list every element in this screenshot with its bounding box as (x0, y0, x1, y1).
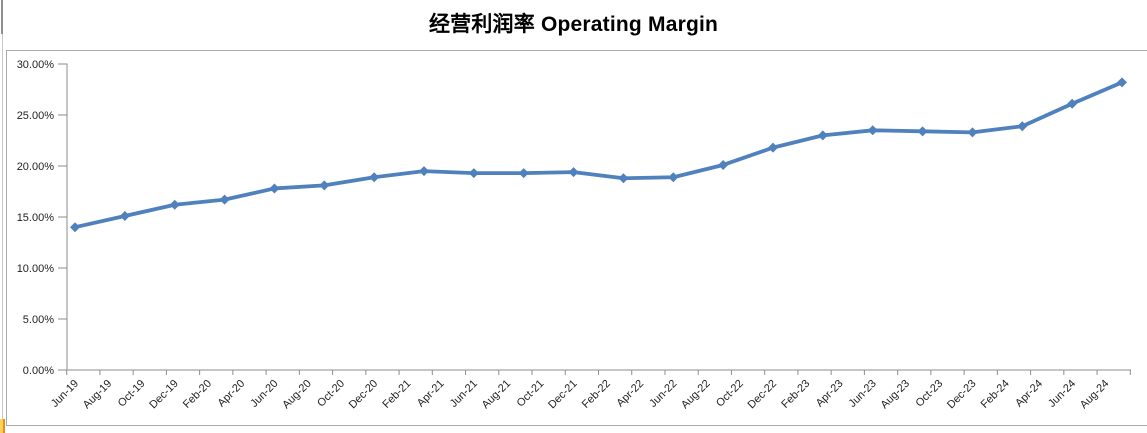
x-axis-label: Aug-22 (679, 378, 713, 412)
x-axis-label: Aug-20 (280, 378, 314, 412)
data-point-marker (718, 159, 729, 170)
data-point-marker (618, 173, 629, 184)
data-point-marker (568, 167, 579, 178)
x-axis-label: Oct-22 (714, 378, 746, 410)
data-point-marker (468, 168, 479, 179)
data-point-marker (817, 130, 828, 141)
spreadsheet-gridline (2, 0, 3, 433)
x-axis-label: Dec-22 (746, 378, 780, 412)
x-axis-label: Apr-23 (814, 378, 846, 410)
x-axis-label: Jun-23 (847, 378, 879, 410)
chart-container[interactable] (6, 50, 1147, 426)
y-axis-label: 30.00% (17, 59, 55, 71)
data-point-marker (369, 172, 380, 183)
x-axis-label: Feb-20 (181, 378, 214, 411)
x-axis-label: Jun-20 (248, 378, 280, 410)
x-axis-label: Oct-19 (116, 378, 148, 410)
x-axis-label: Dec-20 (347, 378, 381, 412)
chart-title: 经营利润率 Operating Margin (428, 13, 719, 36)
y-axis-label: 25.00% (17, 110, 55, 122)
x-axis-label: Oct-21 (515, 378, 547, 410)
x-axis-label: Oct-20 (315, 378, 347, 410)
data-point-marker (1067, 98, 1078, 109)
x-axis-label: Feb-23 (779, 378, 812, 411)
data-point-marker (668, 172, 679, 183)
y-axis-label: 0.00% (23, 365, 54, 377)
x-axis-label: Jun-19 (49, 378, 81, 410)
x-axis-label: Aug-24 (1078, 378, 1112, 412)
data-point-marker (768, 142, 778, 153)
data-point-marker (518, 168, 529, 179)
x-axis-label: Feb-22 (580, 378, 613, 411)
x-axis-label: Apr-20 (215, 378, 247, 410)
data-point-marker (867, 125, 878, 136)
x-axis-label: Apr-22 (614, 378, 646, 410)
x-axis-label: Aug-19 (81, 378, 115, 412)
data-point-marker (1117, 77, 1127, 88)
x-axis-label: Dec-19 (147, 378, 181, 412)
x-axis-label: Dec-23 (945, 378, 979, 412)
x-axis-label: Aug-23 (878, 378, 912, 412)
y-axis-label: 10.00% (17, 263, 55, 275)
x-axis-label: Apr-24 (1013, 378, 1045, 410)
x-axis-label: Aug-21 (480, 378, 514, 412)
x-axis-label: Jun-21 (448, 378, 480, 410)
data-point-marker (1017, 121, 1028, 132)
data-point-marker (269, 183, 280, 194)
x-axis-label: Apr-21 (415, 378, 447, 410)
x-axis-label: Dec-21 (546, 378, 580, 412)
data-point-marker (169, 199, 180, 210)
x-axis-label: Feb-24 (979, 378, 1012, 411)
cell-highlight-corner (0, 419, 5, 433)
data-point-marker (219, 194, 230, 205)
data-point-marker (917, 126, 928, 137)
y-axis-label: 5.00% (23, 314, 54, 326)
y-axis-label: 20.00% (17, 161, 55, 173)
series-line (73, 80, 1124, 230)
spreadsheet-gridline-edge (1, 0, 3, 34)
x-axis-label: Jun-22 (647, 378, 679, 410)
data-point-marker (419, 166, 429, 177)
x-axis-label: Oct-23 (913, 378, 945, 410)
y-axis-label: 15.00% (17, 212, 55, 224)
data-point-marker (119, 210, 130, 221)
data-point-marker (967, 127, 978, 138)
x-axis-label: Jun-24 (1046, 378, 1078, 410)
data-point-marker (70, 222, 80, 233)
x-axis-label: Feb-21 (380, 378, 413, 411)
data-point-marker (319, 180, 330, 191)
